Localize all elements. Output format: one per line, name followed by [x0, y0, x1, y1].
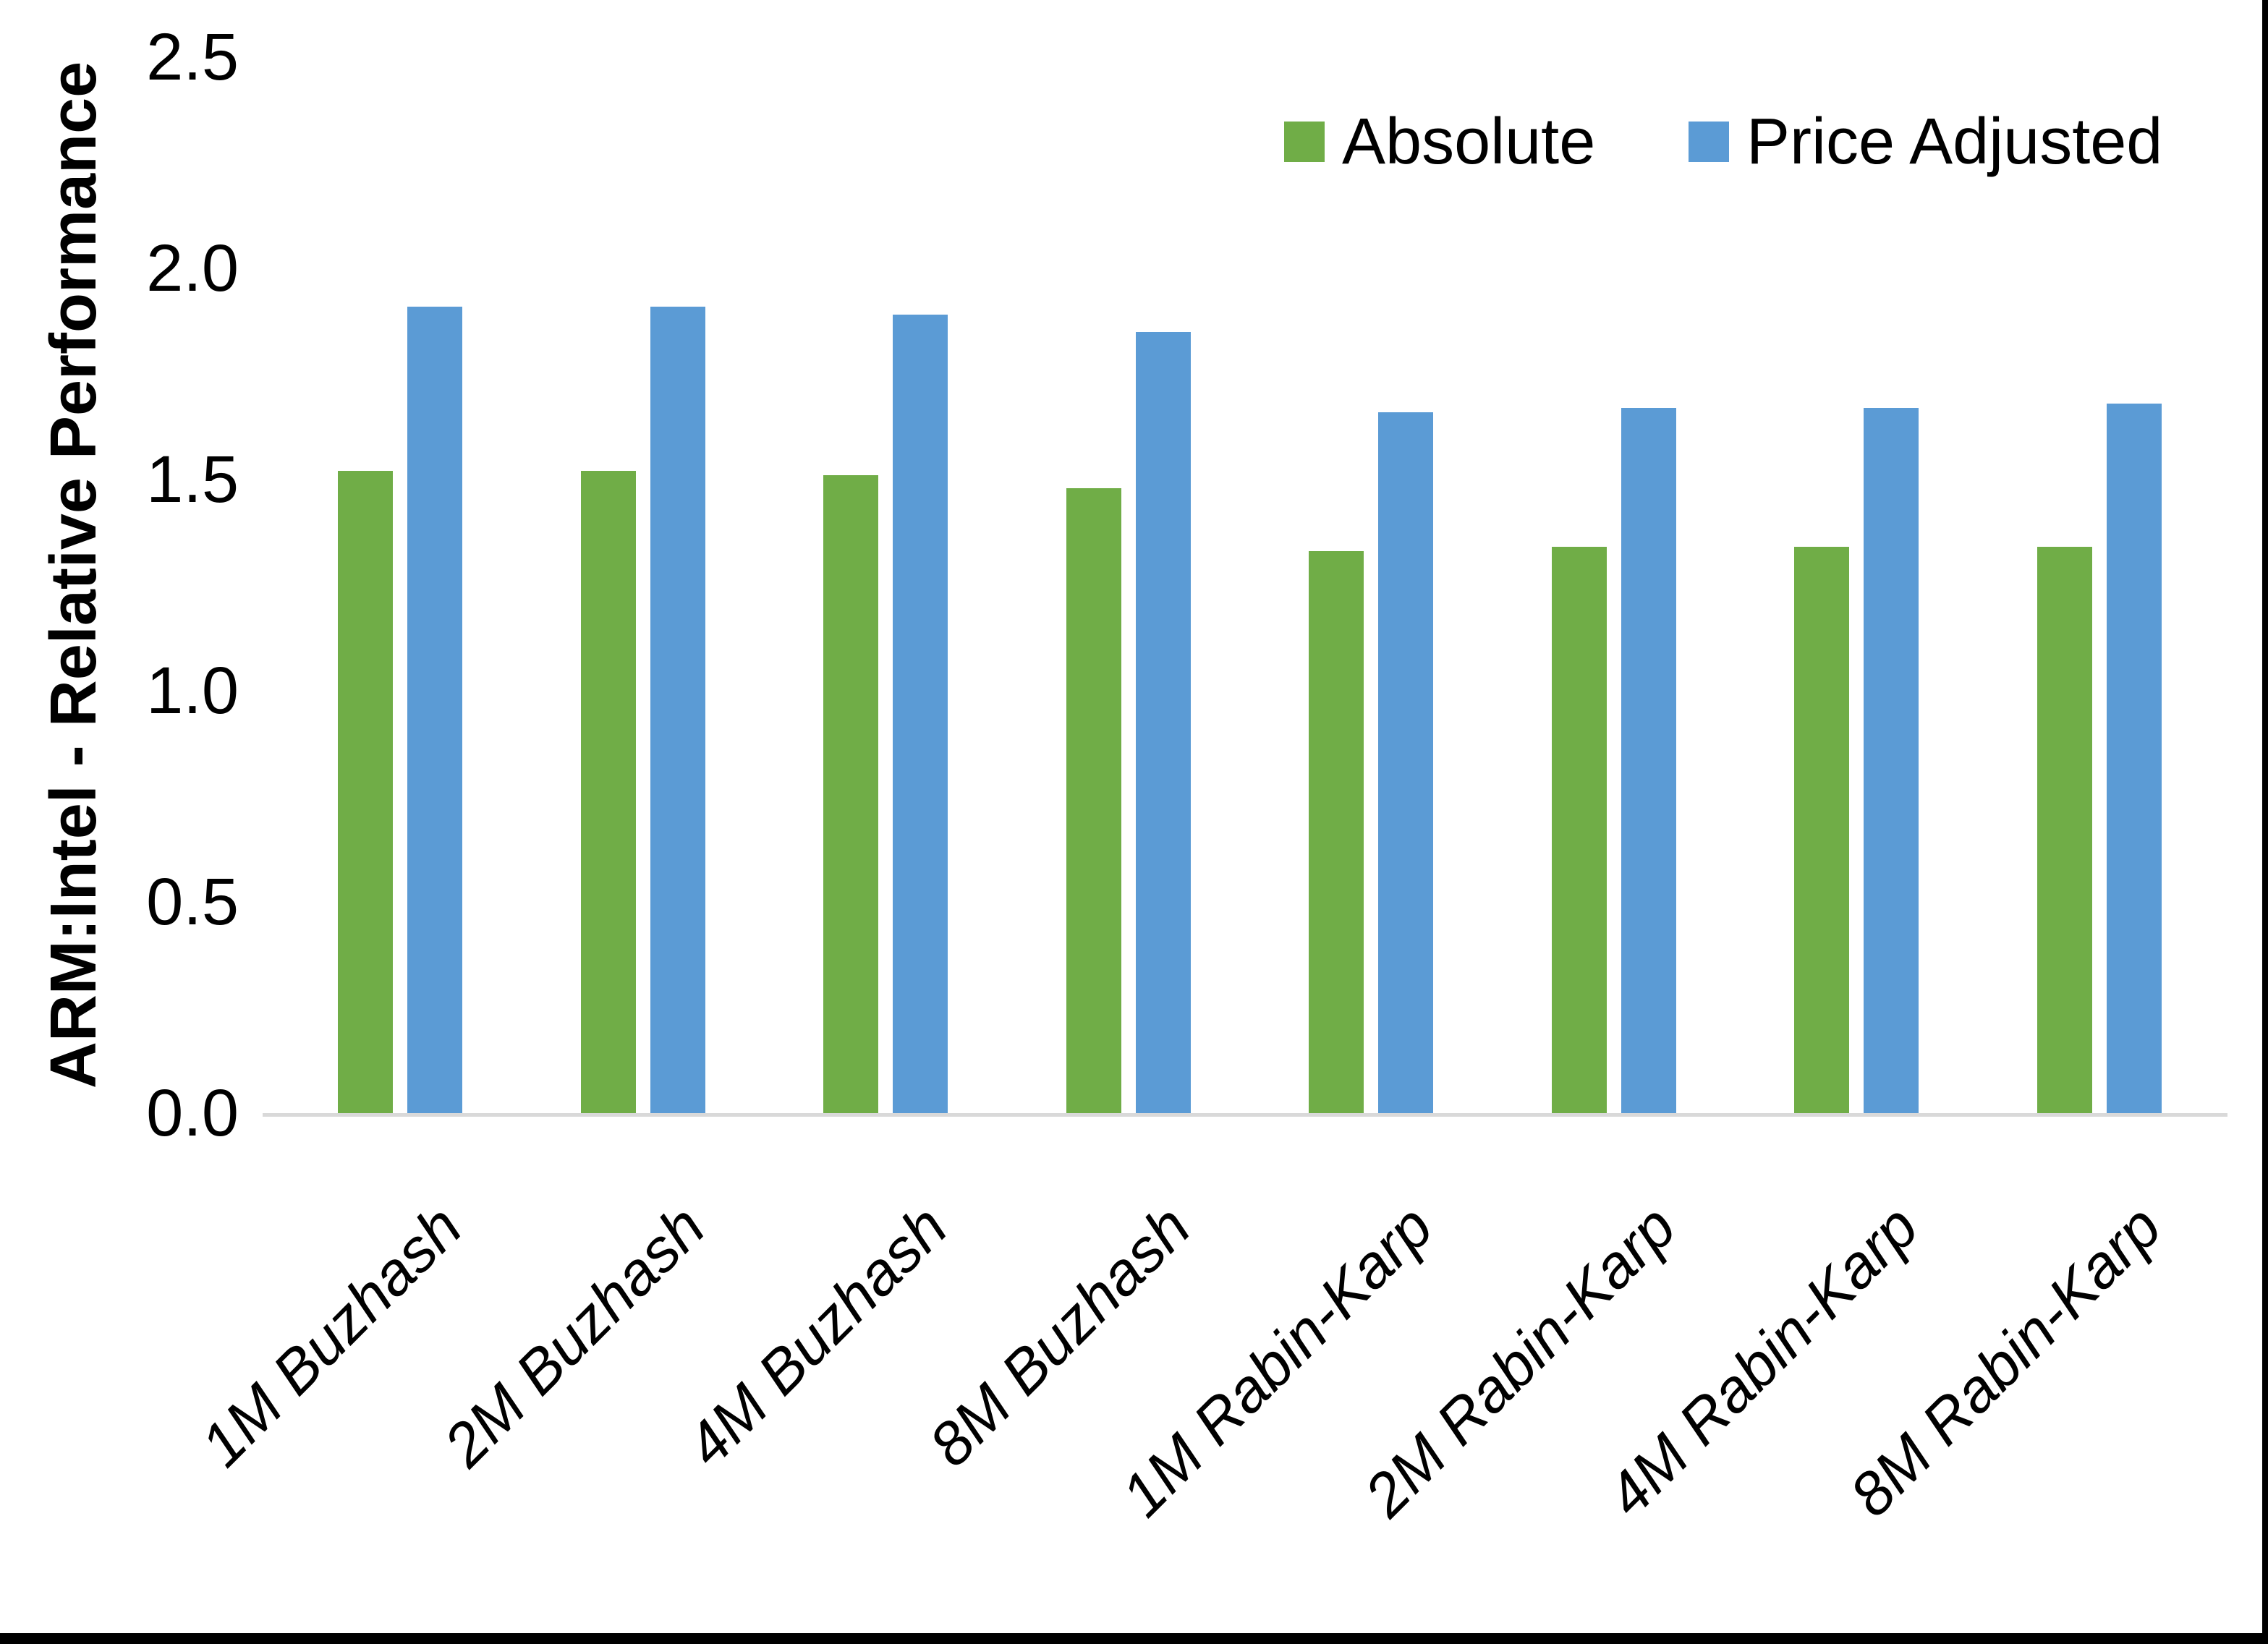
bar-price-adjusted — [1621, 408, 1676, 1113]
bar-price-adjusted — [1136, 332, 1191, 1113]
bar-price-adjusted — [407, 307, 462, 1113]
bar-absolute — [1552, 547, 1607, 1113]
bar-price-adjusted — [2107, 404, 2162, 1113]
x-category-label: 1M Buzhash — [187, 1192, 475, 1480]
bar-absolute — [2037, 547, 2092, 1113]
bar-absolute — [581, 471, 636, 1113]
bar-absolute — [1309, 551, 1364, 1113]
legend-swatch-price-adjusted — [1689, 122, 1729, 162]
bar-absolute — [823, 475, 878, 1113]
bar-absolute — [1066, 488, 1121, 1113]
x-category-label: 2M Buzhash — [430, 1192, 718, 1480]
y-tick-label: 1.0 — [146, 654, 239, 728]
bar-absolute — [338, 471, 393, 1113]
y-tick-label: 0.0 — [146, 1076, 239, 1150]
page-bottom-border — [0, 1633, 2268, 1644]
page-right-border — [2262, 0, 2268, 1644]
legend-item-price-adjusted: Price Adjusted — [1689, 108, 2162, 175]
y-tick-label: 0.5 — [146, 865, 239, 939]
y-tick-label: 2.0 — [146, 231, 239, 305]
y-tick-label: 1.5 — [146, 443, 239, 516]
bar-price-adjusted — [1378, 412, 1433, 1113]
legend-item-absolute: Absolute — [1284, 108, 1595, 175]
x-category-label: 4M Buzhash — [673, 1192, 960, 1480]
bar-price-adjusted — [893, 315, 948, 1113]
bar-absolute — [1794, 547, 1849, 1113]
bar-price-adjusted — [650, 307, 705, 1113]
legend-swatch-absolute — [1284, 122, 1325, 162]
bar-price-adjusted — [1864, 408, 1919, 1113]
y-tick-label: 2.5 — [146, 20, 239, 94]
legend-label: Absolute — [1342, 106, 1596, 178]
x-axis-line — [263, 1113, 2227, 1117]
legend-label: Price Adjusted — [1746, 106, 2163, 178]
